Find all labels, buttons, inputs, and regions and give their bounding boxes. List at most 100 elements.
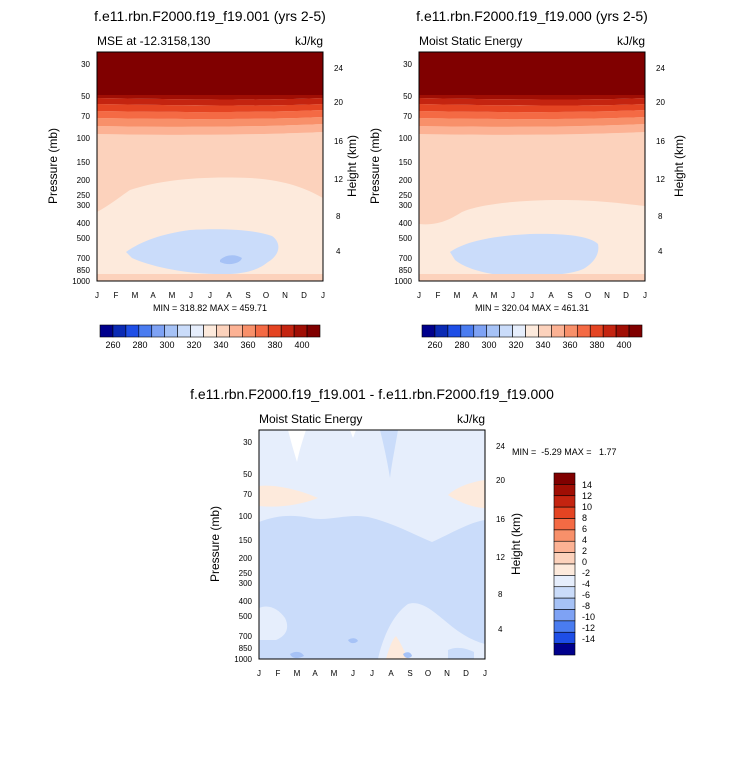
- panel-c-title: f.e11.rbn.F2000.f19_f19.001 - f.e11.rbn.…: [190, 386, 554, 402]
- y-tick: 150: [399, 158, 413, 167]
- y-tick: 250: [239, 569, 253, 578]
- x-tick: J: [530, 291, 534, 300]
- colorbar-swatch: [191, 325, 204, 337]
- y-tick: 150: [77, 158, 91, 167]
- panel-b-subtitle-left: Moist Static Energy: [419, 34, 522, 48]
- y-tick: 150: [239, 536, 253, 545]
- colorbar-swatch: [554, 644, 575, 655]
- panel-c-colorbar-labels: 14 12 10 8 6 4 2 0 -2 -4 -6 -8 -10 -12 -…: [582, 480, 595, 644]
- x-tick: S: [245, 291, 250, 300]
- panel-b-yticks: 30 50 70 100 150 200 250 300 400 500 700…: [394, 60, 412, 286]
- y-tick: 500: [77, 234, 91, 243]
- height-tick: 8: [658, 212, 663, 221]
- x-tick: A: [312, 669, 318, 678]
- panel-c: f.e11.rbn.F2000.f19_f19.001 - f.e11.rbn.…: [190, 386, 616, 678]
- x-tick: M: [132, 291, 139, 300]
- colorbar-swatch: [152, 325, 165, 337]
- colorbar-label: 8: [582, 513, 587, 523]
- panel-a-subtitle-right: kJ/kg: [295, 34, 323, 48]
- colorbar-swatch: [554, 473, 575, 484]
- height-tick: 4: [336, 247, 341, 256]
- panel-c-plot: [259, 430, 485, 659]
- x-tick: A: [150, 291, 156, 300]
- y-tick: 850: [239, 644, 253, 653]
- panel-b-ylabel-right: Height (km): [672, 135, 686, 197]
- height-tick: 12: [656, 175, 665, 184]
- colorbar-swatch: [554, 610, 575, 621]
- panel-c-subtitle-left: Moist Static Energy: [259, 412, 362, 426]
- panel-c-stats: MIN = -5.29 MAX = 1.77: [512, 447, 617, 457]
- y-tick: 1000: [394, 277, 412, 286]
- colorbar-swatch: [554, 496, 575, 507]
- y-tick: 850: [399, 266, 413, 275]
- x-tick: M: [331, 669, 338, 678]
- panel-c-ylabel-right: Height (km): [509, 513, 523, 575]
- x-tick: J: [95, 291, 99, 300]
- colorbar-label: 10: [582, 502, 592, 512]
- x-tick: J: [370, 669, 374, 678]
- colorbar-label: -10: [582, 612, 595, 622]
- colorbar-label: -8: [582, 601, 590, 611]
- y-tick: 70: [243, 490, 252, 499]
- panel-a-xticks: J F M A M J J A S O N D J: [95, 291, 325, 300]
- colorbar-label: 0: [582, 557, 587, 567]
- colorbar-swatch: [255, 325, 268, 337]
- panel-a-colorbar-labels: 260 280 300 320 340 360 380 400: [105, 340, 309, 350]
- colorbar-swatch: [564, 325, 577, 337]
- colorbar-swatch: [554, 530, 575, 541]
- colorbar-swatch: [448, 325, 461, 337]
- colorbar-swatch: [294, 325, 307, 337]
- y-tick: 250: [77, 191, 91, 200]
- colorbar-swatch: [229, 325, 242, 337]
- colorbar-swatch: [242, 325, 255, 337]
- colorbar-swatch: [487, 325, 500, 337]
- colorbar-swatch: [577, 325, 590, 337]
- y-tick: 1000: [234, 655, 252, 664]
- colorbar-label: 12: [582, 491, 592, 501]
- y-tick: 70: [81, 112, 90, 121]
- x-tick: D: [463, 669, 469, 678]
- y-tick: 250: [399, 191, 413, 200]
- colorbar-label: 320: [186, 340, 201, 350]
- panel-b-colorbar-labels: 260 280 300 320 340 360 380 400: [427, 340, 631, 350]
- contour-fill: [97, 274, 323, 281]
- x-tick: J: [208, 291, 212, 300]
- height-tick: 4: [658, 247, 663, 256]
- height-tick: 20: [334, 98, 343, 107]
- panel-b-title: f.e11.rbn.F2000.f19_f19.000 (yrs 2-5): [416, 8, 648, 24]
- colorbar-swatch: [616, 325, 629, 337]
- panel-b-ylabel: Pressure (mb): [368, 128, 382, 204]
- colorbar-swatch: [554, 519, 575, 530]
- x-tick: M: [491, 291, 498, 300]
- y-tick: 100: [239, 512, 253, 521]
- x-tick: F: [276, 669, 281, 678]
- colorbar-label: 300: [159, 340, 174, 350]
- contour-fill: [97, 52, 323, 95]
- colorbar-label: 340: [535, 340, 550, 350]
- x-tick: M: [169, 291, 176, 300]
- contour-fill: [419, 52, 645, 95]
- colorbar-swatch: [538, 325, 551, 337]
- x-tick: D: [301, 291, 307, 300]
- figure: f.e11.rbn.F2000.f19_f19.001 (yrs 2-5) MS…: [0, 0, 733, 768]
- height-tick: 12: [496, 553, 505, 562]
- x-tick: J: [643, 291, 647, 300]
- height-tick: 16: [334, 137, 343, 146]
- colorbar-swatch: [178, 325, 191, 337]
- panel-b-plot: [419, 52, 645, 281]
- y-tick: 700: [239, 632, 253, 641]
- colorbar-swatch: [554, 541, 575, 552]
- x-tick: N: [282, 291, 288, 300]
- height-tick: 16: [496, 515, 505, 524]
- x-tick: O: [425, 669, 431, 678]
- y-tick: 70: [403, 112, 412, 121]
- y-tick: 300: [399, 201, 413, 210]
- panel-b-xticks: J F M A M J J A S O N D J: [417, 291, 647, 300]
- colorbar-swatch: [554, 564, 575, 575]
- panel-c-xticks: J F M A M J J A S O N D J: [257, 669, 487, 678]
- panel-a-stats: MIN = 318.82 MAX = 459.71: [153, 303, 267, 313]
- x-tick: A: [388, 669, 394, 678]
- x-tick: J: [189, 291, 193, 300]
- x-tick: J: [417, 291, 421, 300]
- colorbar-label: 360: [562, 340, 577, 350]
